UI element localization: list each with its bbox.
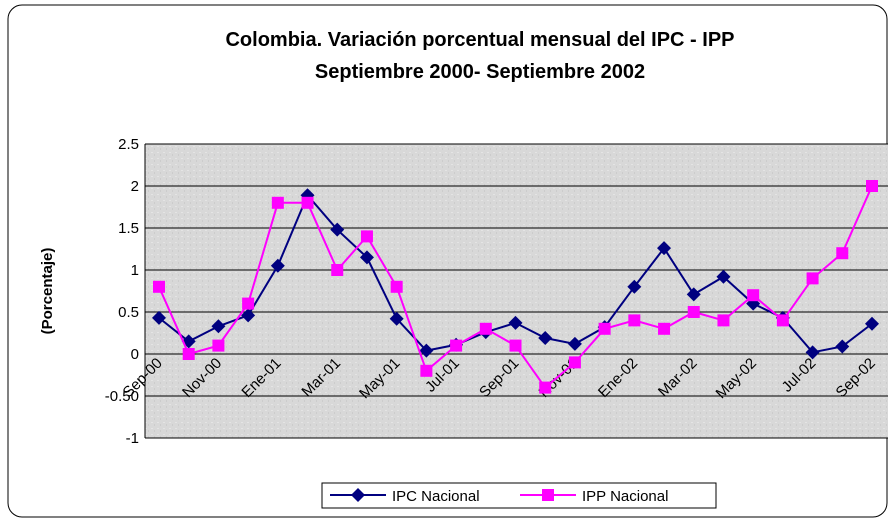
- data-point: [866, 180, 878, 192]
- data-point: [390, 280, 403, 293]
- data-point: [479, 322, 492, 335]
- y-tick-label: 1.5: [118, 220, 139, 237]
- data-point: [241, 308, 256, 323]
- y-tick-label: 0.5: [118, 304, 139, 321]
- data-point: [568, 356, 581, 369]
- data-point: [776, 314, 789, 327]
- plot-area: [145, 144, 888, 438]
- data-point: [389, 311, 404, 326]
- legend: [321, 482, 717, 509]
- chart-subtitle: Septiembre 2000- Septiembre 2002: [315, 61, 645, 83]
- data-point: [658, 322, 671, 335]
- data-point: [360, 230, 373, 243]
- data-point: [450, 339, 463, 352]
- data-point: [835, 339, 850, 354]
- data-point: [627, 279, 642, 294]
- data-point: [152, 310, 166, 325]
- legend-marker: [351, 488, 365, 502]
- data-point: [628, 314, 641, 327]
- data-point: [806, 272, 819, 285]
- data-point: [747, 289, 760, 302]
- y-tick-label: 2: [131, 178, 139, 195]
- data-point: [331, 264, 344, 276]
- data-point: [539, 381, 552, 394]
- data-point: [865, 316, 879, 331]
- data-point: [508, 315, 523, 330]
- data-point: [717, 314, 730, 327]
- legend-label: IPP Nacional: [582, 488, 668, 505]
- chart-title: Colombia. Variación porcentual mensual d…: [225, 29, 734, 51]
- y-tick-label: -0.50: [105, 388, 139, 405]
- data-point: [270, 258, 285, 273]
- data-point: [716, 269, 731, 284]
- y-tick-label: -1: [126, 430, 139, 447]
- data-point: [271, 196, 284, 209]
- y-axis-label: (Porcentaje): [39, 248, 56, 335]
- data-point: [687, 306, 700, 318]
- data-point: [419, 343, 434, 358]
- data-point: [686, 287, 701, 302]
- data-point: [211, 319, 226, 334]
- data-point: [153, 280, 165, 293]
- y-tick-label: 0: [131, 346, 139, 363]
- data-point: [212, 339, 225, 352]
- data-point: [242, 297, 255, 310]
- data-point: [509, 339, 522, 352]
- data-point: [182, 348, 195, 360]
- data-point: [359, 250, 374, 265]
- data-point: [420, 364, 433, 377]
- y-tick-label: 1: [131, 262, 139, 279]
- data-point: [805, 345, 820, 360]
- data-point: [330, 222, 345, 237]
- data-point: [836, 247, 849, 260]
- data-point: [598, 322, 611, 335]
- data-point: [657, 241, 672, 256]
- data-point: [538, 331, 553, 346]
- legend-marker: [542, 489, 554, 501]
- y-tick-label: 2.5: [118, 136, 139, 153]
- data-point: [567, 336, 582, 351]
- data-point: [301, 196, 314, 209]
- legend-label: IPC Nacional: [392, 488, 480, 505]
